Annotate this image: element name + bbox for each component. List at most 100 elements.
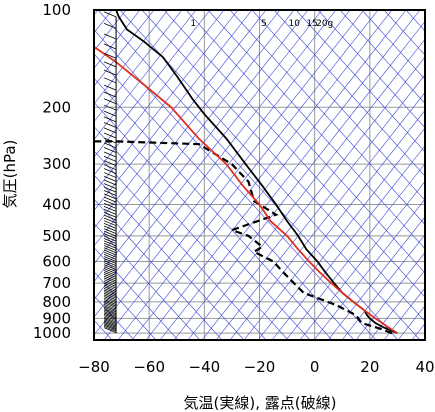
wind-barb — [103, 127, 117, 134]
y-tick-label: 800 — [42, 293, 71, 311]
wind-barb-column — [103, 11, 117, 334]
wind-barb — [103, 270, 117, 276]
wind-barb — [103, 266, 117, 272]
wind-barb — [103, 303, 117, 310]
wind-barb — [103, 281, 117, 287]
x-tick-label: 20 — [360, 358, 379, 376]
skewed-isotherm-line — [94, 10, 337, 318]
skewed-isotherm-line — [383, 287, 425, 340]
x-axis-ticks: −80 −60 −40 −20 0 20 40 — [78, 358, 434, 376]
dry-adiabat-line — [361, 10, 425, 80]
wind-barb — [103, 132, 117, 139]
wind-barb — [103, 325, 117, 332]
skewed-isotherm-line — [94, 10, 309, 283]
skewed-isotherm-line — [299, 180, 425, 340]
wind-barb — [103, 98, 117, 105]
dry-adiabat-line — [163, 10, 425, 298]
dry-adiabat-line — [94, 247, 179, 340]
wind-barb — [103, 277, 117, 284]
x-tick-label: −20 — [244, 358, 276, 376]
skewed-isotherm-line — [397, 305, 425, 340]
wind-barb — [103, 196, 117, 203]
wind-barb — [103, 110, 117, 117]
y-tick-label: 900 — [42, 309, 71, 327]
wind-barb — [103, 299, 117, 305]
skewed-isotherm-line — [159, 10, 421, 340]
skewed-isotherm-line — [94, 10, 169, 105]
dry-adiabat-line — [207, 10, 425, 250]
dry-adiabat-line — [94, 101, 311, 340]
wind-barb — [103, 292, 117, 299]
y-tick-label: 200 — [42, 98, 71, 116]
wind-barb — [103, 172, 117, 178]
wind-barb — [103, 69, 117, 76]
wind-barb — [103, 323, 117, 330]
wind-barb — [103, 308, 117, 314]
wind-barb — [103, 324, 117, 331]
wind-barb — [103, 313, 117, 320]
wind-barb — [103, 137, 117, 144]
wind-barb — [103, 260, 117, 266]
plot-series — [94, 10, 398, 335]
wind-barb — [103, 211, 117, 218]
x-tick-label: 0 — [310, 358, 320, 376]
wind-barb — [103, 199, 117, 206]
dry-adiabat-line — [94, 271, 157, 340]
skewed-isotherm-line — [94, 10, 267, 229]
wind-barb — [103, 160, 117, 166]
dry-adiabat-line — [119, 10, 421, 340]
skewed-isotherm-line — [94, 10, 351, 336]
x-tick-label: −60 — [133, 358, 165, 376]
wind-barb — [103, 275, 117, 282]
wind-barb — [103, 271, 117, 278]
wind-barb — [103, 311, 117, 317]
dry-adiabat-line — [94, 29, 377, 340]
temperature-profile-line — [115, 10, 398, 335]
wind-barb — [103, 183, 117, 189]
y-axis-title: 気圧(hPa) — [1, 140, 19, 209]
y-tick-label: 700 — [42, 274, 71, 292]
dry-adiabat-line — [94, 222, 201, 340]
dry-adiabat-line — [97, 10, 399, 340]
wind-barb — [103, 91, 117, 98]
wind-barb — [103, 190, 117, 196]
skewed-isotherm-line — [355, 251, 425, 340]
wind-barb — [103, 287, 117, 294]
wind-barb — [103, 223, 117, 229]
dry-adiabat-line — [251, 10, 425, 201]
wind-barb — [103, 264, 117, 271]
dry-adiabat-line — [295, 10, 425, 153]
wind-barb — [103, 316, 117, 323]
wind-barb — [103, 11, 117, 18]
skewed-isotherm-line — [229, 92, 425, 340]
y-tick-label: 100 — [42, 1, 71, 19]
wind-barb — [103, 249, 117, 256]
wind-barb — [103, 253, 117, 260]
skewed-isotherm-line — [94, 10, 197, 140]
wind-barb — [103, 289, 117, 296]
y-tick-label: 300 — [42, 155, 71, 173]
skewed-isotherm-line — [341, 234, 425, 340]
wind-barb — [103, 312, 117, 319]
skewed-isotherm-line — [94, 10, 323, 300]
y-tick-label: 500 — [42, 227, 71, 245]
dewpoint-profile-line — [94, 140, 393, 335]
mixing-ratio-label: 20g — [316, 19, 333, 29]
wind-barb — [103, 233, 117, 240]
mixing-ratio-label: 5 — [261, 19, 267, 29]
wind-barb — [103, 77, 117, 84]
dry-adiabat-line — [141, 10, 425, 322]
dry-adiabat-line — [383, 10, 425, 56]
wind-barb — [103, 251, 117, 258]
wind-barb — [103, 228, 117, 234]
wind-barb — [103, 220, 117, 227]
skewed-isotherm-line — [94, 10, 211, 158]
wind-barb — [103, 297, 117, 304]
wind-barb — [103, 296, 117, 302]
wind-barb — [103, 164, 117, 171]
skewed-isotherm-line — [94, 10, 295, 265]
wind-barb — [103, 61, 117, 68]
